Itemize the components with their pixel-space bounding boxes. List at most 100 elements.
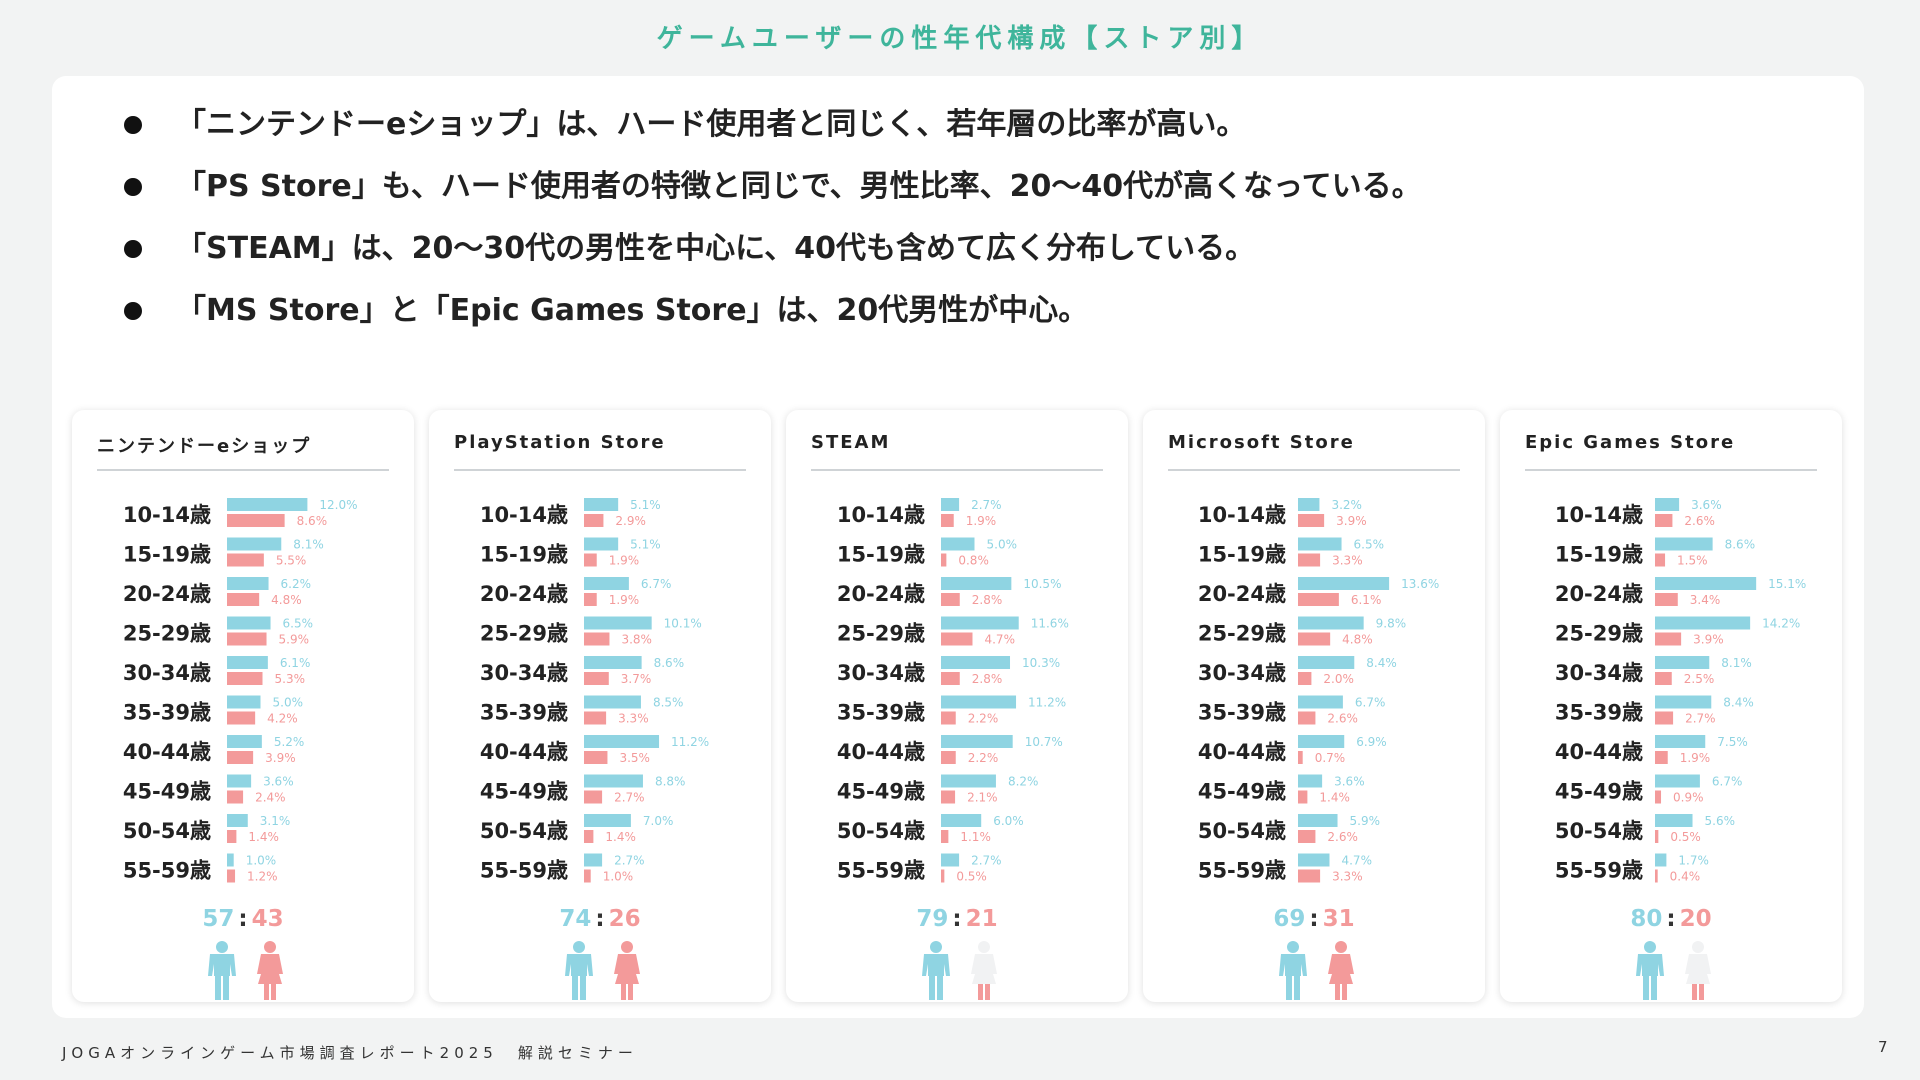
age-label: 45-49歳 [480,780,568,804]
female-value-label: 2.2% [968,751,999,765]
female-value-label: 2.7% [614,791,645,805]
male-bar [1298,735,1345,748]
male-bar [227,735,262,748]
male-value-label: 6.2% [281,577,312,591]
gender-figures [922,941,997,1000]
female-bar [1655,514,1673,527]
male-bar [584,537,619,551]
male-value-label: 8.5% [653,696,684,710]
female-ratio: 21 [965,906,998,932]
female-value-label: 3.3% [618,712,649,726]
female-bar [941,751,956,764]
male-bar [1298,537,1342,551]
male-ratio: 69 [1273,906,1306,932]
age-bar-chart: 10-14歳 3.6% 2.6% 15-19歳 8.6% 1.5% 20-24歳 15.1% 3… [1555,498,1806,884]
male-figure-icon [922,941,950,1000]
male-bar [1655,656,1710,669]
female-value-label: 4.8% [271,593,302,607]
male-bar [941,853,960,867]
male-value-label: 3.6% [263,775,294,789]
female-bar [941,830,949,843]
female-value-label: 5.9% [279,633,310,647]
male-value-label: 6.1% [280,656,311,670]
female-bar [941,632,973,646]
female-value-label: 1.9% [966,514,997,528]
male-value-label: 7.5% [1717,735,1748,749]
female-figure-icon [1685,941,1711,1000]
card-divider [454,469,746,471]
male-value-label: 6.7% [1712,775,1743,789]
male-value-label: 11.2% [1028,696,1066,710]
male-bar [584,853,603,867]
male-value-label: 5.6% [1705,814,1736,828]
male-value-label: 6.5% [1354,538,1385,552]
female-bar [1655,711,1674,725]
age-label: 35-39歳 [1198,701,1286,725]
female-bar [941,869,945,883]
male-bar [584,735,660,748]
male-bar [941,814,982,827]
female-bar [584,553,597,567]
female-value-label: 4.2% [267,712,298,726]
male-bar [941,616,1019,630]
male-value-label: 8.6% [1725,538,1756,552]
female-bar [227,830,237,843]
card-divider [1168,469,1460,471]
female-bar [1655,553,1666,567]
male-bar [227,656,268,669]
bullet-item: 「STEAM」は、20～30代の男性を中心に、40代も含めて広く分布している。 [124,218,1422,280]
female-bar [227,672,263,685]
male-value-label: 9.8% [1376,617,1407,631]
card-title: STEAM [811,432,891,453]
store-card-microsoft: Microsoft Store 10-14歳 3.2% 3.9% 15-19歳 6.5%… [1143,410,1485,1002]
age-bar-chart: 10-14歳 2.7% 1.9% 15-19歳 5.0% 0.8% 20-24歳 10.5% 2… [837,498,1069,884]
female-value-label: 2.0% [1323,672,1354,686]
male-value-label: 5.2% [274,735,305,749]
age-label: 25-29歳 [1198,622,1286,646]
male-bar [1655,616,1751,630]
male-value-label: 1.0% [246,854,277,868]
female-bar [584,869,591,883]
age-label: 20-24歳 [1555,582,1643,606]
female-value-label: 1.0% [603,870,634,884]
female-bar [584,632,610,646]
female-bar [227,751,254,764]
female-value-label: 0.7% [1315,751,1346,765]
female-value-label: 2.1% [967,791,998,805]
age-label: 50-54歳 [837,819,925,843]
male-value-label: 14.2% [1762,617,1800,631]
female-value-label: 2.8% [972,672,1003,686]
bullet-text: 「ニンテンドーeショップ」は、ハード使用者と同じく、若年層の比率が高い。 [176,107,1247,142]
male-bar [584,656,642,669]
female-bar [584,672,609,685]
female-bar [584,593,597,606]
female-value-label: 0.5% [1670,830,1701,844]
female-bar [584,790,603,804]
male-value-label: 2.7% [971,854,1002,868]
age-label: 10-14歳 [480,503,568,527]
male-bar [227,498,308,511]
age-label: 15-19歳 [1555,543,1643,567]
slide-title: ゲームユーザーの性年代構成【ストア別】 [656,24,1264,54]
age-bar-chart: 10-14歳 5.1%2.9%15-19歳 5.1%1.9%20-24歳 6.7%1.… [480,498,709,884]
female-value-label: 4.8% [1342,633,1373,647]
female-bar [1655,593,1678,606]
card-title: Epic Games Store [1525,432,1736,453]
female-figure-icon [257,941,283,1000]
female-value-label: 1.4% [1319,791,1350,805]
female-value-label: 6.1% [1351,593,1382,607]
age-label: 45-49歳 [1198,780,1286,804]
female-value-label: 2.7% [1685,712,1716,726]
male-value-label: 4.7% [1341,854,1372,868]
male-value-label: 6.7% [1355,696,1386,710]
age-label: 30-34歳 [1198,661,1286,685]
age-label: 40-44歳 [1198,740,1286,764]
age-label: 15-19歳 [1198,543,1286,567]
female-bar [227,553,264,567]
female-bar [1655,830,1659,843]
female-figure-icon [971,941,997,1000]
male-value-label: 6.7% [641,577,672,591]
female-bar [1655,790,1662,804]
male-value-label: 5.1% [630,538,661,552]
gender-figures [1636,941,1711,1000]
